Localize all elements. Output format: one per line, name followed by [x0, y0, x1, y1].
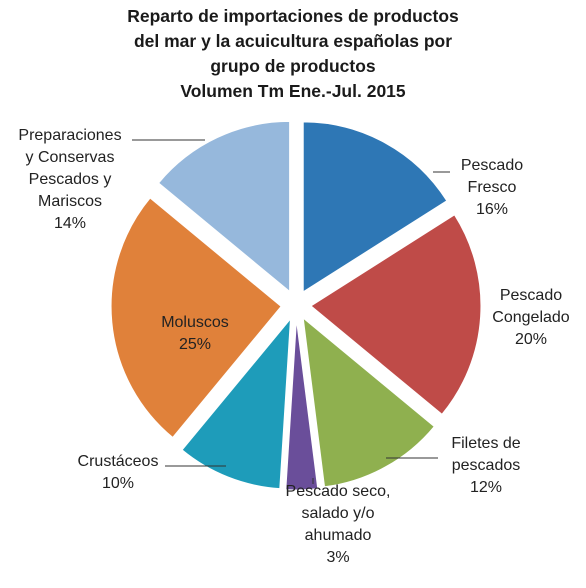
slice-category-label: Pescado [461, 157, 523, 174]
chart-title-line: del mar y la acuicultura españolas por [134, 31, 452, 51]
slice-category-label: Pescados y [29, 171, 112, 188]
slice-category-label: Preparaciones [18, 127, 121, 144]
leader-lines [132, 139, 450, 484]
slice-category-label: Fresco [468, 179, 517, 196]
slice-category-label: Moluscos [161, 314, 229, 331]
slice-value-label: 25% [179, 336, 211, 353]
pie-slice [110, 197, 282, 439]
pie-slices [110, 120, 482, 491]
pie-slice [157, 120, 291, 293]
slice-category-label: ahumado [305, 527, 372, 544]
slice-category-label: Mariscos [38, 193, 102, 210]
pie-slice [181, 317, 292, 490]
pie-slice [310, 214, 482, 416]
slice-labels: Pescado Fresco 16% Pescado Congelado 20% Filet… [18, 127, 569, 566]
chart-title-line: Reparto de importaciones de productos [127, 6, 459, 26]
pie-slice [302, 316, 435, 488]
slice-value-label: 12% [470, 479, 502, 496]
chart-title-line: Volumen Tm Ene.-Jul. 2015 [180, 81, 406, 101]
slice-category-label: pescados [452, 457, 521, 474]
slice-category-label: salado y/o [302, 505, 375, 522]
slice-value-label: 14% [54, 215, 86, 232]
slice-category-label: Crustáceos [78, 453, 159, 470]
slice-category-label: Pescado seco, [286, 483, 391, 500]
slice-value-label: 16% [476, 201, 508, 218]
slice-category-label: Pescado [500, 287, 562, 304]
pie-slice [302, 121, 448, 293]
slice-value-label: 20% [515, 331, 547, 348]
slice-category-label: y Conservas [26, 149, 115, 166]
chart-title-line: grupo de productos [210, 56, 376, 76]
slice-value-label: 3% [326, 549, 349, 566]
slice-category-label: Congelado [492, 309, 570, 326]
pie-slice [285, 319, 319, 491]
chart-title: Reparto de importaciones de productos del… [127, 6, 459, 101]
slice-category-label: Filetes de [451, 435, 520, 452]
slice-value-label: 10% [102, 475, 134, 492]
